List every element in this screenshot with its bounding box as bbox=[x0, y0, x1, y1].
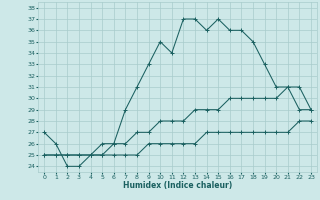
X-axis label: Humidex (Indice chaleur): Humidex (Indice chaleur) bbox=[123, 181, 232, 190]
